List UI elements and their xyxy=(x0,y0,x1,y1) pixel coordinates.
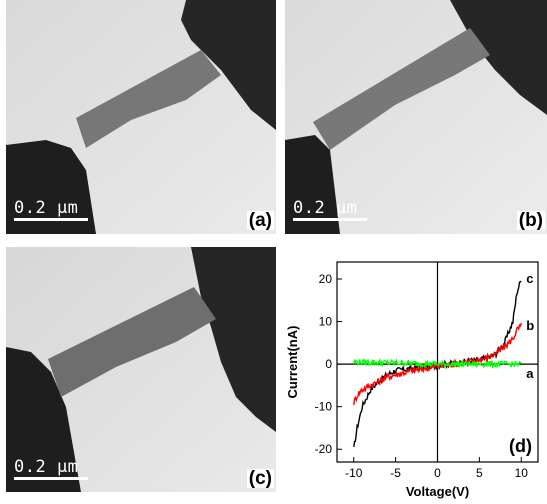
x-tick-label: -5 xyxy=(390,466,401,480)
scale-bar-label: 0.2 μm xyxy=(293,198,358,218)
panel-label-d: (d) xyxy=(509,436,532,456)
series-label-b: b xyxy=(526,318,534,333)
tem-image-b xyxy=(285,0,547,234)
scale-bar-label: 0.2 μm xyxy=(14,198,79,218)
y-axis-label: Current(nA) xyxy=(285,326,300,399)
tem-panel-c: 0.2 μm (c) xyxy=(6,247,276,492)
scale-bar-line xyxy=(293,218,367,221)
chart-labels: -10 -5 0 5 10 -20 -10 0 10 20 Voltage(V) Current(nA… xyxy=(285,271,534,499)
x-tick-label: 10 xyxy=(515,466,529,480)
iv-chart: -10 -5 0 5 10 -20 -10 0 10 20 Voltage(V) Current(nA… xyxy=(285,242,547,499)
tem-panel-b: 0.2 μm (b) xyxy=(285,0,547,234)
panel-label-c: (c) xyxy=(246,468,274,489)
y-tick-label: 20 xyxy=(319,272,333,286)
x-axis-label: Voltage(V) xyxy=(406,484,469,499)
y-tick-label: -10 xyxy=(315,400,333,414)
x-tick-label: 0 xyxy=(434,466,441,480)
tem-image-a xyxy=(6,0,276,234)
series-label-c: c xyxy=(526,271,533,286)
y-tick-label: 0 xyxy=(325,357,332,371)
scale-bar-label: 0.2 μm xyxy=(14,457,79,477)
scale-bar-line xyxy=(14,218,88,221)
x-tick-label: 5 xyxy=(476,466,483,480)
y-tick-label: 10 xyxy=(319,315,333,329)
series-label-a: a xyxy=(526,366,534,381)
tem-image-c xyxy=(6,247,276,492)
scale-bar-line xyxy=(14,477,88,480)
panel-label-b: (b) xyxy=(516,210,545,231)
y-tick-label: -20 xyxy=(315,442,333,456)
chart-series xyxy=(353,280,522,448)
series-line-a xyxy=(353,357,522,370)
panel-label-a: (a) xyxy=(246,210,274,231)
series-line-b xyxy=(353,322,522,406)
iv-chart-svg: -10 -5 0 5 10 -20 -10 0 10 20 Voltage(V) Current(nA… xyxy=(285,261,539,499)
tem-panel-a: 0.2 μm (a) xyxy=(6,0,276,234)
x-tick-label: -10 xyxy=(345,466,363,480)
